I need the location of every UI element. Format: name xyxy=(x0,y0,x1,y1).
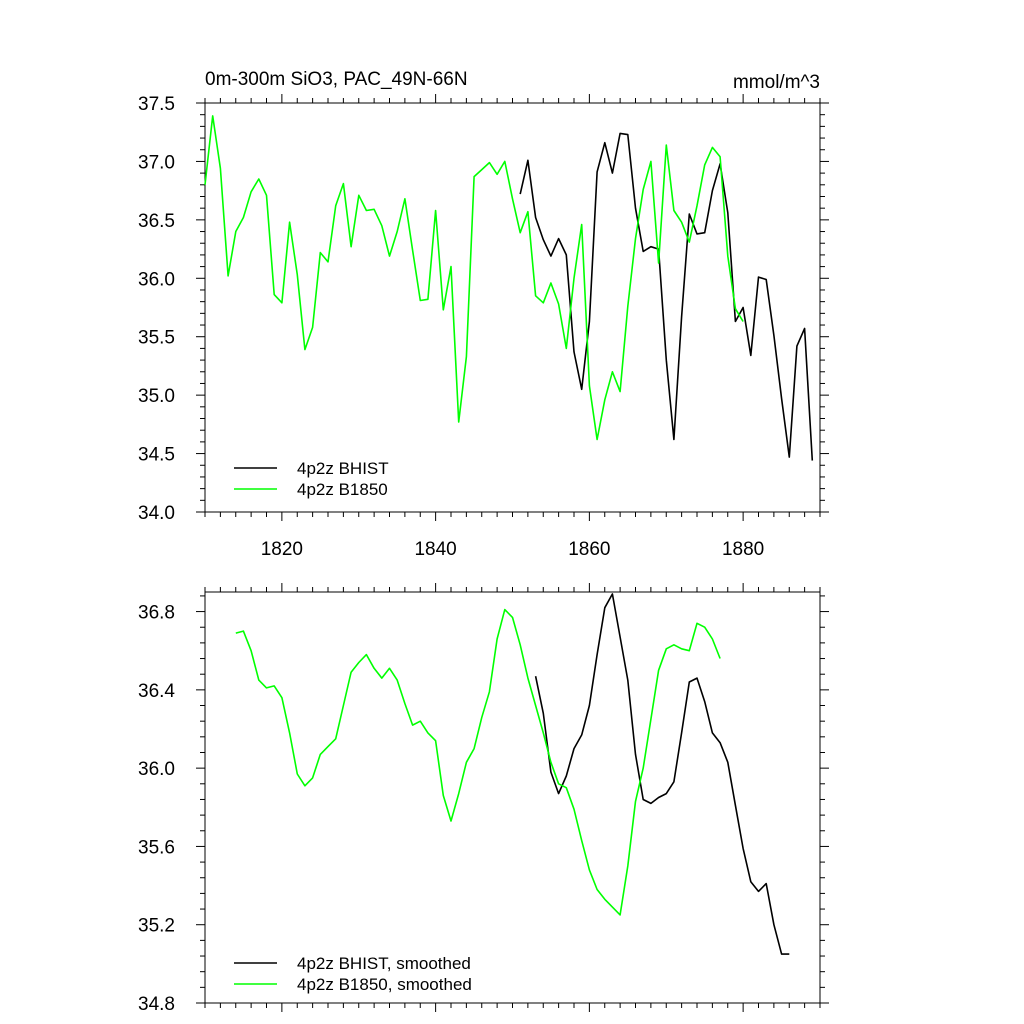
legend-label: 4p2z B1850 xyxy=(297,480,388,499)
y-tick-label: 36.5 xyxy=(138,211,175,232)
legend-label: 4p2z B1850, smoothed xyxy=(297,975,472,994)
y-tick-label: 35.0 xyxy=(138,386,175,407)
y-tick-label: 37.0 xyxy=(138,152,175,173)
top-panel: 1820 1840 1860 1880 34.0 34.5 35.0 35.5 36.0 36.5… xyxy=(138,94,829,560)
plot-frame xyxy=(204,591,821,1004)
bottom-panel: 34.8 35.2 35.6 36.0 36.4 36.8 4p2z BHIST, smoo… xyxy=(138,583,829,1015)
series-line-b1850 xyxy=(235,608,721,916)
series-line-b1850 xyxy=(204,115,744,441)
x-tick-label: 1880 xyxy=(722,539,764,560)
y-tick-label: 34.8 xyxy=(138,994,175,1015)
y-tick-label: 37.5 xyxy=(138,94,175,115)
chart-title: 0m-300m SiO3, PAC_49N-66N xyxy=(205,69,468,90)
y-tick-label: 35.6 xyxy=(138,837,175,858)
y-tick-label: 35.5 xyxy=(138,328,175,349)
y-tick-label: 34.0 xyxy=(138,503,175,524)
series-line-bhist xyxy=(534,593,790,955)
series-line-bhist xyxy=(519,132,814,461)
plot-frame xyxy=(204,102,821,513)
y-tick-label: 35.2 xyxy=(138,916,175,937)
y-tick-label: 36.0 xyxy=(138,759,175,780)
units-label: mmol/m^3 xyxy=(733,72,820,93)
x-tick-label: 1860 xyxy=(568,539,610,560)
y-tick-label: 34.5 xyxy=(138,445,175,466)
y-tick-label: 36.4 xyxy=(138,681,175,702)
x-tick-label: 1840 xyxy=(414,539,456,560)
legend-label: 4p2z BHIST, smoothed xyxy=(297,954,471,973)
y-tick-label: 36.0 xyxy=(138,269,175,290)
x-tick-label: 1820 xyxy=(261,539,303,560)
y-tick-label: 36.8 xyxy=(138,603,175,624)
legend-label: 4p2z BHIST xyxy=(297,459,389,478)
